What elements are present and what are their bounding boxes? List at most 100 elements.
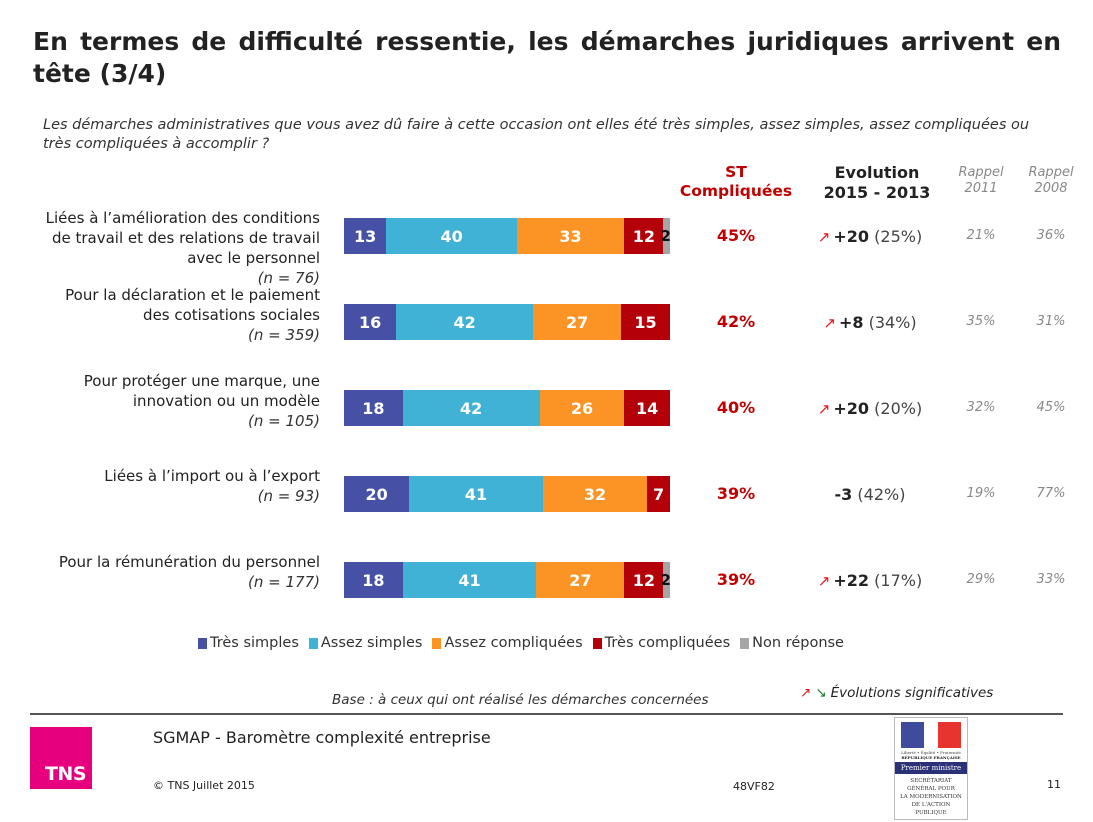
row-label: Liées à l’import ou à l’export (n = 93) [10, 466, 320, 506]
stacked-bar: 18 42 26 14 [344, 390, 670, 426]
segment-assez-compliquees: 32 [542, 476, 648, 512]
evolution-value: ↗ +22 (17%) [790, 571, 950, 591]
legend-label: Non réponse [752, 635, 844, 651]
header-evolution: Evolution 2015 - 2013 [823, 163, 931, 202]
header-rappel-2011: Rappel 2011 [958, 165, 1004, 196]
row-label-line: Liées à l’import ou à l’export [104, 467, 320, 485]
segment-assez-compliquees: 33 [516, 218, 625, 254]
footer-divider [30, 713, 1063, 715]
st-compliquees-value: 42% [716, 312, 756, 331]
segment-value-label: 42 [459, 398, 483, 418]
segment-assez-simples: 42 [402, 390, 540, 426]
arrow-up-icon: ↗ [823, 314, 836, 332]
segment-value-label: 13 [354, 226, 377, 246]
segment-value-label: 42 [453, 312, 476, 332]
segment-value-label: 2 [660, 571, 671, 589]
sample-size: (n = 359) [248, 326, 320, 344]
gov-motto: Liberté • Égalité • Fraternité [901, 750, 961, 755]
row-label-line: innovation ou un modèle [132, 392, 320, 410]
row-label: Pour protéger une marque, une innovation … [10, 371, 320, 431]
survey-question: Les démarches administratives que vous a… [43, 117, 1030, 152]
legend-item: Très compliquées [592, 634, 731, 652]
row-label-line: avec le personnel [187, 249, 320, 267]
st-compliquees-value: 40% [716, 398, 756, 417]
segment-assez-simples: 42 [396, 304, 534, 340]
evolution-value: -3 (42%) [790, 485, 950, 505]
segment-value-label: 40 [440, 226, 463, 246]
legend-label: Assez compliquées [444, 635, 583, 651]
arrow-down-icon: ↘ [815, 685, 827, 701]
segment-assez-simples: 41 [402, 562, 537, 598]
tns-logo-text: TNS [44, 763, 87, 785]
page-number: 11 [1047, 778, 1061, 791]
segment-assez-compliquees: 26 [539, 390, 625, 426]
evolution-2013-value: (25%) [874, 227, 923, 246]
segment-value-label: 12 [632, 226, 656, 246]
header-rappel-2008: Rappel 2008 [1028, 165, 1074, 196]
rappel-2008-value: 36% [1036, 228, 1066, 243]
sample-size: (n = 93) [257, 487, 320, 505]
stacked-bar: 20 41 32 7 [344, 476, 670, 512]
segment-assez-compliquees: 27 [533, 304, 622, 340]
rappel-2008-value: 33% [1036, 572, 1066, 587]
document-reference: 48VF82 [733, 780, 775, 793]
row-label-line: Pour la rémunération du personnel [58, 553, 320, 571]
row-label: Pour la rémunération du personnel (n = 17… [10, 552, 320, 592]
st-compliquees-value: 45% [716, 226, 756, 245]
arrow-up-icon: ↗ [817, 400, 831, 418]
segment-value-label: 27 [565, 312, 589, 332]
legend-swatch [592, 637, 602, 649]
arrow-up-icon: ↗ [800, 685, 812, 701]
footer-title: SGMAP - Baromètre complexité entreprise [153, 728, 491, 747]
segment-tres-simples: 16 [344, 304, 397, 340]
legend-item: Assez compliquées [432, 634, 583, 652]
government-logo: Liberté • Égalité • Fraternité RÉPUBLIQU… [894, 717, 968, 820]
evolution-points: +20 [833, 399, 870, 418]
arrow-up-icon: ↗ [817, 572, 831, 590]
evolution-points: -3 [834, 485, 853, 504]
evolution-points: +8 [838, 313, 864, 332]
segment-assez-compliquees: 27 [536, 562, 625, 598]
rappel-2008-value: 45% [1036, 400, 1066, 415]
segment-tres-simples: 20 [344, 476, 410, 512]
st-compliquees-value: 39% [716, 484, 756, 503]
rappel-2011-value: 21% [966, 228, 996, 243]
legend-swatch [432, 637, 442, 649]
segment-value-label: 14 [636, 398, 659, 418]
segment-value-label: 26 [570, 398, 594, 418]
evolution-2013-value: (34%) [868, 313, 917, 332]
legend-label: Très compliquées [604, 635, 731, 651]
segment-value-label: 32 [583, 484, 607, 504]
header-st-compliquees: ST Compliquées [679, 163, 793, 200]
evolution-2013-value: (42%) [857, 485, 906, 504]
gov-ministry: Premier ministre [895, 762, 967, 774]
row-label-line: Pour la déclaration et le paiement [65, 286, 320, 304]
segment-tres-compliquees: 12 [624, 218, 664, 254]
sample-size: (n = 76) [257, 269, 320, 287]
segment-value-label: 18 [362, 398, 385, 418]
rappel-2011-value: 35% [966, 314, 996, 329]
legend-label: Assez simples [320, 635, 423, 651]
significance-label: Évolutions significatives [830, 685, 994, 701]
segment-value-label: 7 [652, 484, 665, 504]
row-label-line: des cotisations sociales [143, 306, 320, 324]
marianne-flag-icon [901, 722, 961, 748]
legend-swatch [198, 637, 207, 649]
segment-value-label: 41 [464, 484, 488, 504]
gov-republic: RÉPUBLIQUE FRANÇAISE [901, 755, 961, 760]
rappel-2008-value: 31% [1036, 314, 1066, 329]
sample-size: (n = 105) [248, 412, 320, 430]
st-compliquees-value: 39% [716, 570, 756, 589]
base-note: Base : à ceux qui ont réalisé les démarc… [332, 692, 709, 708]
legend-swatch [308, 637, 318, 649]
row-label: Liées à l’amélioration des conditions de … [10, 208, 320, 288]
segment-tres-compliquees: 12 [624, 562, 664, 598]
segment-tres-simples: 13 [344, 218, 387, 254]
segment-value-label: 41 [458, 570, 481, 590]
arrow-up-icon: ↗ [817, 228, 831, 246]
significance-note: ↗ ↘ Évolutions significatives [800, 685, 993, 701]
legend-item: Assez simples [308, 634, 423, 652]
segment-tres-compliquees: 14 [624, 390, 670, 426]
rappel-2011-value: 32% [966, 400, 996, 415]
row-label-line: Liées à l’amélioration des conditions [45, 209, 320, 227]
